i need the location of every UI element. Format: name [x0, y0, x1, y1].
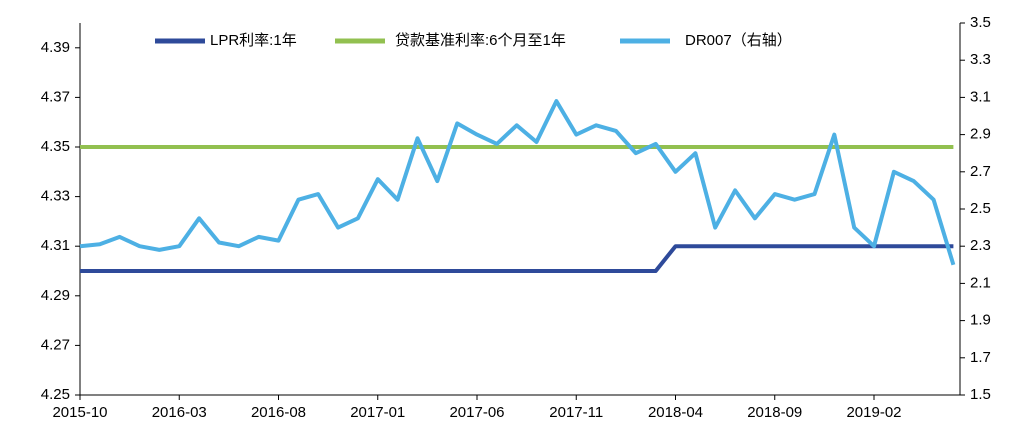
y2-tick-label: 2.3 [970, 237, 991, 254]
y2-tick-label: 1.9 [970, 312, 991, 329]
x-tick-label: 2018-04 [648, 404, 703, 421]
y2-tick-label: 2.7 [970, 163, 991, 180]
x-tick-label: 2019-02 [846, 404, 901, 421]
y-tick-label: 4.29 [41, 287, 70, 304]
y-tick-label: 4.31 [41, 237, 70, 254]
x-tick-label: 2017-01 [350, 404, 405, 421]
x-tick-label: 2017-06 [449, 404, 504, 421]
y-tick-label: 4.33 [41, 188, 70, 205]
legend-label: 贷款基准利率:6个月至1年 [395, 32, 566, 49]
y2-tick-label: 2.1 [970, 274, 991, 291]
y2-tick-label: 1.7 [970, 349, 991, 366]
y-tick-label: 4.37 [41, 88, 70, 105]
x-tick-label: 2017-11 [549, 404, 603, 421]
y2-tick-label: 1.5 [970, 386, 991, 403]
y-tick-label: 4.27 [41, 336, 70, 353]
x-tick-label: 2015-10 [52, 404, 107, 421]
x-tick-label: 2016-08 [251, 404, 306, 421]
series-line [80, 244, 954, 273]
y2-tick-label: 3.3 [970, 51, 991, 68]
y-tick-label: 4.25 [41, 386, 70, 403]
series-line [79, 99, 956, 266]
x-tick-label: 2016-03 [152, 404, 207, 421]
x-tick-label: 2018-09 [747, 404, 802, 421]
y2-tick-label: 2.9 [970, 126, 991, 143]
y2-tick-label: 2.5 [970, 200, 991, 217]
y2-tick-label: 3.5 [970, 14, 991, 31]
y2-tick-label: 3.1 [970, 88, 991, 105]
legend-label: DR007（右轴） [685, 32, 792, 49]
y-tick-label: 4.39 [41, 39, 70, 56]
y-tick-label: 4.35 [41, 138, 70, 155]
legend-label: LPR利率:1年 [210, 32, 297, 49]
